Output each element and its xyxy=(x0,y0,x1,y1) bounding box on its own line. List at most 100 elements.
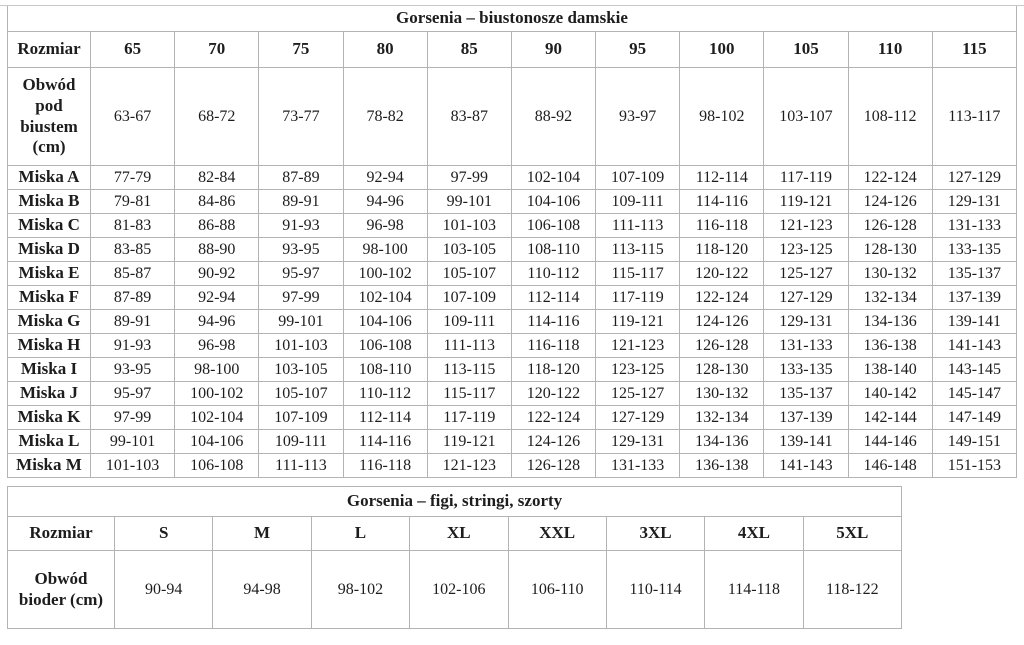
cup-row: Miska G 89-91 94-96 99-101 104-106 109-111 114… xyxy=(7,309,1018,334)
cup-row: Miska J 95-97 100-102 105-107 110-112 115-117… xyxy=(7,381,1018,406)
cup-row: Miska I 93-95 98-100 103-105 108-110 113-115 1… xyxy=(7,357,1018,382)
cup-row: Miska L 99-101 104-106 109-111 114-116 119-12… xyxy=(7,429,1018,454)
cup-range-cell: 109-111 xyxy=(595,189,681,214)
cup-row-label: Miska J xyxy=(7,381,91,406)
brief-size-table: Gorsenia – figi, stringi, szorty Rozmiar… xyxy=(7,486,903,629)
cup-row: Miska E 85-87 90-92 95-97 100-102 105-107 110-… xyxy=(7,261,1018,286)
cup-range-cell: 109-111 xyxy=(258,429,344,454)
cup-range-cell: 113-115 xyxy=(426,357,512,382)
cup-range-cell: 114-116 xyxy=(510,309,597,334)
cup-range-cell: 123-125 xyxy=(763,237,849,262)
brief-size-header-cell: L xyxy=(310,516,411,551)
cup-range-cell: 95-97 xyxy=(258,261,344,286)
bra-size-header-cell: 85 xyxy=(426,31,512,68)
cup-range-cell: 131-133 xyxy=(931,213,1018,238)
cup-range-cell: 98-100 xyxy=(174,357,260,382)
cup-range-cell: 104-106 xyxy=(342,309,428,334)
cup-range-cell: 126-128 xyxy=(847,213,933,238)
cup-range-cell: 133-135 xyxy=(763,357,849,382)
bra-size-row-label: Rozmiar xyxy=(7,31,91,68)
cup-row-label: Miska H xyxy=(7,333,91,358)
brief-size-header-cell: S xyxy=(113,516,214,551)
cup-range-cell: 97-99 xyxy=(426,165,512,190)
cup-range-cell: 93-95 xyxy=(89,357,176,382)
cup-range-cell: 119-121 xyxy=(763,189,849,214)
cup-range-cell: 124-126 xyxy=(847,189,933,214)
brief-size-row-label: Rozmiar xyxy=(7,516,115,551)
cup-range-cell: 95-97 xyxy=(89,381,176,406)
cup-row-label: Miska C xyxy=(7,213,91,238)
cup-range-cell: 151-153 xyxy=(931,453,1018,478)
cup-range-cell: 145-147 xyxy=(931,381,1018,406)
bra-size-header-cell: 105 xyxy=(763,31,849,68)
cup-range-cell: 117-119 xyxy=(595,285,681,310)
cup-range-cell: 129-131 xyxy=(595,429,681,454)
brief-table-title: Gorsenia – figi, stringi, szorty xyxy=(7,486,902,517)
cup-range-cell: 82-84 xyxy=(174,165,260,190)
cup-range-cell: 149-151 xyxy=(931,429,1018,454)
cup-row-label: Miska I xyxy=(7,357,91,382)
cup-range-cell: 94-96 xyxy=(342,189,428,214)
cup-range-cell: 142-144 xyxy=(847,405,933,430)
cup-range-cell: 102-104 xyxy=(342,285,428,310)
cup-range-cell: 147-149 xyxy=(931,405,1018,430)
hip-row-label: Obwód bioder (cm) xyxy=(7,550,115,629)
brief-size-header-cell: 3XL xyxy=(605,516,706,551)
bra-table-title: Gorsenia – biustonosze damskie xyxy=(7,5,1017,32)
cup-range-cell: 125-127 xyxy=(763,261,849,286)
brief-size-header-cell: 4XL xyxy=(704,516,804,551)
brief-size-header-cell: 5XL xyxy=(802,516,903,551)
cup-range-cell: 144-146 xyxy=(847,429,933,454)
cup-range-cell: 118-120 xyxy=(510,357,597,382)
cup-range-cell: 126-128 xyxy=(510,453,597,478)
cup-range-cell: 137-139 xyxy=(931,285,1018,310)
cup-range-cell: 105-107 xyxy=(426,261,512,286)
cup-row: Miska B 79-81 84-86 89-91 94-96 99-101 104-106… xyxy=(7,189,1018,214)
brief-size-header-cell: M xyxy=(212,516,312,551)
cup-range-cell: 113-115 xyxy=(595,237,681,262)
cup-range-cell: 112-114 xyxy=(510,285,597,310)
cup-range-cell: 128-130 xyxy=(679,357,765,382)
cup-range-cell: 104-106 xyxy=(174,429,260,454)
cup-range-cell: 107-109 xyxy=(595,165,681,190)
cup-range-cell: 127-129 xyxy=(763,285,849,310)
cup-range-cell: 92-94 xyxy=(342,165,428,190)
cup-range-cell: 110-112 xyxy=(510,261,597,286)
cup-row: Miska M 101-103 106-108 111-113 116-118 121-1… xyxy=(7,453,1018,478)
cup-range-cell: 97-99 xyxy=(258,285,344,310)
cup-range-cell: 138-140 xyxy=(847,357,933,382)
cup-range-cell: 118-120 xyxy=(679,237,765,262)
cup-range-cell: 79-81 xyxy=(89,189,176,214)
underbust-range-cell: 83-87 xyxy=(426,67,512,166)
cup-range-cell: 120-122 xyxy=(679,261,765,286)
cup-range-cell: 107-109 xyxy=(426,285,512,310)
cup-range-cell: 112-114 xyxy=(679,165,765,190)
cup-row: Miska H 91-93 96-98 101-103 106-108 111-113 11… xyxy=(7,333,1018,358)
cup-range-cell: 128-130 xyxy=(847,237,933,262)
bra-size-header-cell: 65 xyxy=(89,31,176,68)
cup-range-cell: 106-108 xyxy=(342,333,428,358)
cup-range-cell: 99-101 xyxy=(426,189,512,214)
underbust-range-cell: 88-92 xyxy=(510,67,597,166)
cup-range-cell: 89-91 xyxy=(258,189,344,214)
cup-range-cell: 122-124 xyxy=(510,405,597,430)
cup-row-label: Miska E xyxy=(7,261,91,286)
bra-size-header-cell: 75 xyxy=(258,31,344,68)
cup-range-cell: 125-127 xyxy=(595,381,681,406)
cup-range-cell: 122-124 xyxy=(847,165,933,190)
cup-range-cell: 85-87 xyxy=(89,261,176,286)
bra-size-header-cell: 80 xyxy=(342,31,428,68)
cup-range-cell: 140-142 xyxy=(847,381,933,406)
cup-range-cell: 141-143 xyxy=(763,453,849,478)
cup-range-cell: 130-132 xyxy=(847,261,933,286)
cup-range-cell: 91-93 xyxy=(258,213,344,238)
cup-range-cell: 91-93 xyxy=(89,333,176,358)
cup-range-cell: 114-116 xyxy=(342,429,428,454)
cup-range-cell: 88-90 xyxy=(174,237,260,262)
cup-range-cell: 127-129 xyxy=(931,165,1018,190)
cup-range-cell: 123-125 xyxy=(595,357,681,382)
cup-range-cell: 92-94 xyxy=(174,285,260,310)
bra-size-header-cell: 100 xyxy=(679,31,765,68)
cup-range-cell: 134-136 xyxy=(847,309,933,334)
cup-range-cell: 121-123 xyxy=(595,333,681,358)
